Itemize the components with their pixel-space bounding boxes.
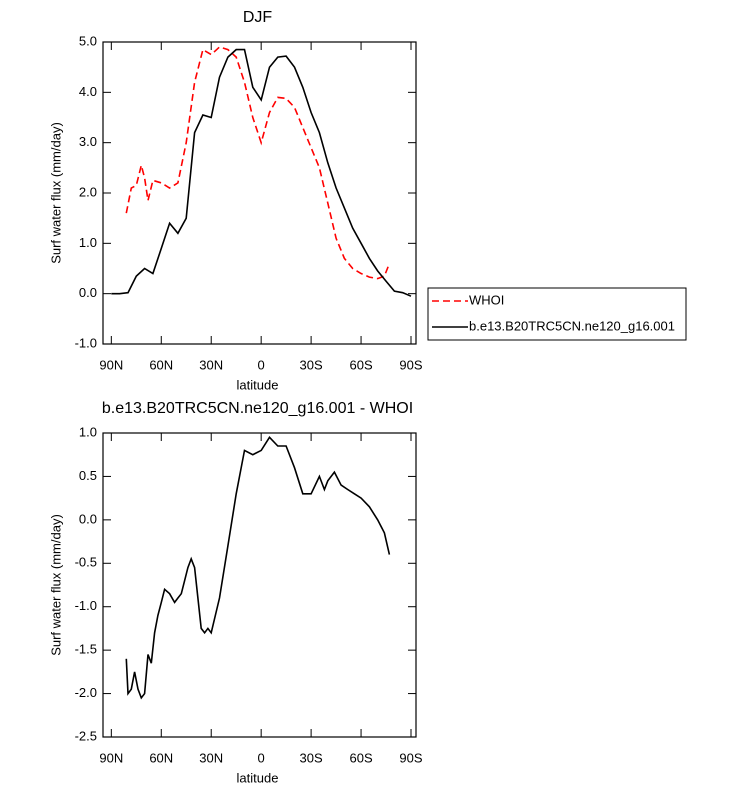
y-tick-label: -1.5 <box>75 642 97 657</box>
x-tick-label: 0 <box>258 357 265 372</box>
x-tick-label: 30S <box>300 750 323 765</box>
y-tick-label: 0.0 <box>79 285 97 300</box>
x-tick-label: 0 <box>258 750 265 765</box>
legend-label: b.e13.B20TRC5CN.ne120_g16.001 <box>469 318 675 333</box>
legend-box <box>427 287 687 341</box>
x-tick-label: 60S <box>349 750 372 765</box>
y-tick-label: 3.0 <box>79 134 97 149</box>
y-tick-label: 0.0 <box>79 511 97 526</box>
plot-frame <box>102 432 417 738</box>
x-axis-label: latitude <box>237 377 279 392</box>
x-tick-label: 90N <box>99 750 123 765</box>
y-tick-label: -0.5 <box>75 555 97 570</box>
x-tick-label: 30N <box>199 750 223 765</box>
chart-title: DJF <box>243 9 273 26</box>
x-tick-label: 30N <box>199 357 223 372</box>
y-tick-label: -1.0 <box>75 335 97 350</box>
y-tick-label: 0.5 <box>79 468 97 483</box>
data-line <box>111 48 412 297</box>
y-tick-label: -1.0 <box>75 598 97 613</box>
x-tick-label: 90S <box>399 750 422 765</box>
y-tick-label: 4.0 <box>79 84 97 99</box>
x-tick-label: 90S <box>399 357 422 372</box>
y-tick-label: -2.5 <box>75 728 97 743</box>
x-tick-label: 60N <box>149 750 173 765</box>
y-axis-label: Surf water flux (mm/day) <box>48 122 63 264</box>
x-tick-label: 90N <box>99 357 123 372</box>
chart-title: b.e13.B20TRC5CN.ne120_g16.001 - WHOI <box>102 400 413 417</box>
legend-label: WHOI <box>469 292 504 307</box>
y-tick-label: 2.0 <box>79 184 97 199</box>
x-tick-label: 60N <box>149 357 173 372</box>
x-axis-label: latitude <box>237 770 279 785</box>
plot-frame <box>102 41 417 345</box>
x-tick-label: 60S <box>349 357 372 372</box>
x-tick-label: 30S <box>300 357 323 372</box>
data-line <box>125 436 391 700</box>
y-tick-label: -2.0 <box>75 685 97 700</box>
y-axis-label: Surf water flux (mm/day) <box>48 514 63 656</box>
data-line <box>125 46 391 280</box>
y-tick-label: 5.0 <box>79 33 97 48</box>
y-tick-label: 1.0 <box>79 235 97 250</box>
y-tick-label: 1.0 <box>79 424 97 439</box>
